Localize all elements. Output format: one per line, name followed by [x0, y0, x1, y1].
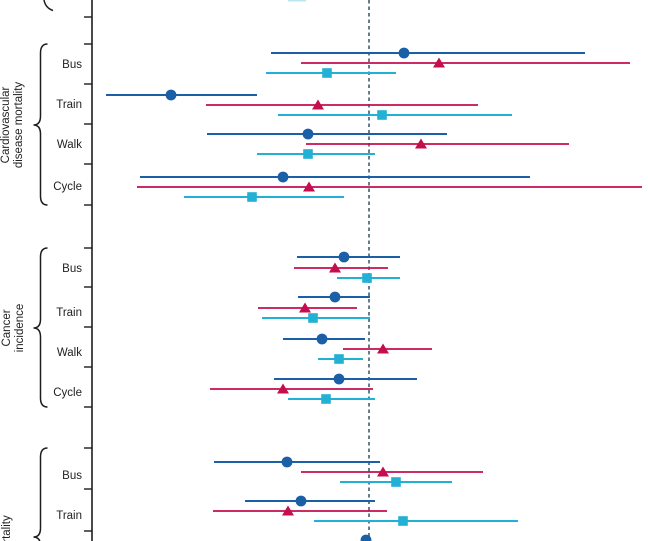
point-triangle [303, 181, 315, 192]
point-square [362, 273, 372, 283]
point-triangle [377, 466, 389, 477]
group-label-0-line-0: Cardiovascular [0, 86, 12, 163]
category-label-train: Train [56, 99, 82, 111]
point-circle [316, 333, 328, 345]
point-circle [165, 89, 177, 101]
point-circle [329, 291, 341, 303]
partial-brace-hook [43, 0, 54, 12]
point-square [377, 110, 387, 120]
point-square [308, 313, 318, 323]
point-square [322, 68, 332, 78]
group-brace-2 [33, 447, 48, 541]
category-label-train: Train [56, 307, 82, 319]
point-square [391, 477, 401, 487]
point-triangle [329, 262, 341, 273]
category-label-cycle: Cycle [53, 181, 82, 193]
point-triangle [299, 302, 311, 313]
category-label-train: Train [56, 510, 82, 522]
point-circle [295, 495, 307, 507]
point-circle [302, 128, 314, 140]
category-label-bus: Bus [62, 59, 82, 71]
category-label-bus: Bus [62, 470, 82, 482]
point-circle [333, 373, 345, 385]
category-label-walk: Walk [57, 347, 82, 359]
point-circle [338, 251, 350, 263]
category-label-cycle: Cycle [53, 387, 82, 399]
category-label-walk: Walk [57, 139, 82, 151]
point-square [398, 516, 408, 526]
group-label-1-line-1: incidence [14, 304, 26, 353]
point-square [321, 394, 331, 404]
group-label-1-line-0: Cancer [1, 309, 13, 346]
group-brace-0 [33, 43, 48, 206]
point-square [334, 354, 344, 364]
group-brace-1 [33, 247, 48, 408]
point-circle [281, 456, 293, 468]
group-label-2-line-1: mortality [1, 515, 13, 541]
point-square [303, 149, 313, 159]
category-label-bus: Bus [62, 263, 82, 275]
group-label-0-line-1: disease mortality [13, 82, 25, 169]
point-square [247, 192, 257, 202]
point-triangle [433, 57, 445, 68]
point-triangle [312, 99, 324, 110]
point-triangle [277, 383, 289, 394]
point-circle [277, 171, 289, 183]
point-triangle [377, 343, 389, 354]
point-circle [360, 534, 372, 541]
point-triangle [282, 505, 294, 516]
point-triangle [415, 138, 427, 149]
partial-marker-sliver [288, 0, 306, 2]
point-circle [398, 47, 410, 59]
